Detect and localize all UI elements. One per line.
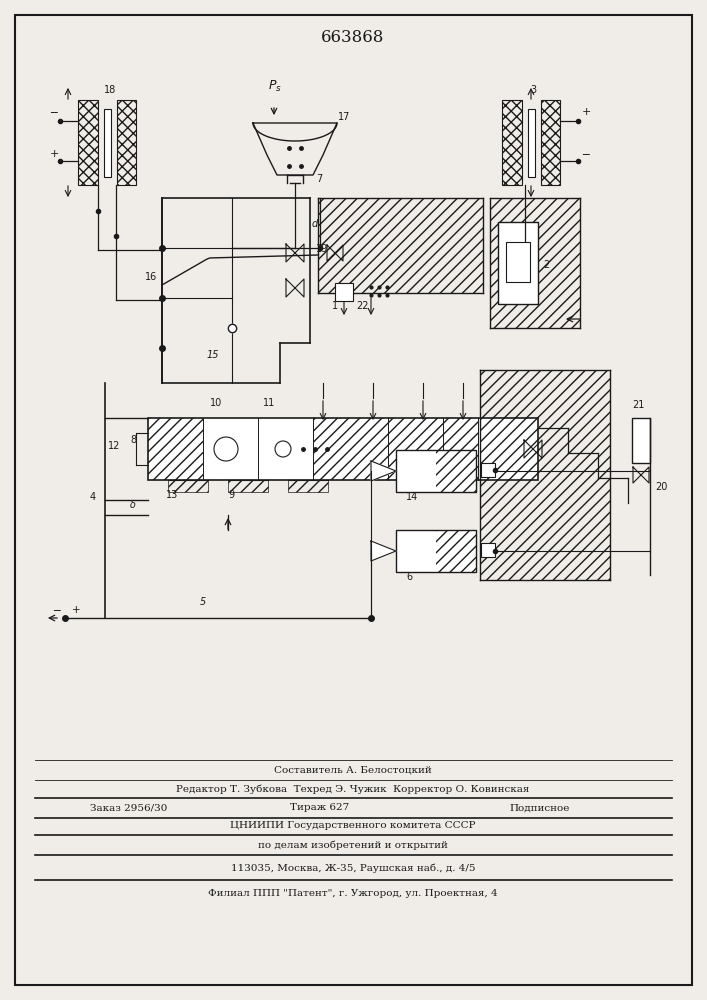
Text: ─: ─ (50, 107, 57, 117)
Text: 20: 20 (655, 482, 667, 492)
Bar (168, 480, 208, 492)
Text: Филиал ППП "Патент", г. Ужгород, ул. Проектная, 4: Филиал ППП "Патент", г. Ужгород, ул. Про… (208, 888, 498, 898)
Text: 16: 16 (145, 272, 157, 282)
Text: Подписное: Подписное (510, 804, 570, 812)
Bar (78, 100, 98, 185)
Bar (335, 283, 353, 301)
Text: 11: 11 (263, 398, 275, 408)
Bar (436, 530, 476, 572)
Text: 17: 17 (338, 112, 351, 122)
Text: 4: 4 (90, 492, 96, 502)
Circle shape (275, 441, 291, 457)
Bar (228, 480, 268, 492)
Text: 22: 22 (356, 301, 368, 311)
Text: Составитель А. Белостоцкий: Составитель А. Белостоцкий (274, 766, 432, 774)
Text: 12: 12 (108, 441, 120, 451)
Text: 13: 13 (166, 490, 178, 500)
Bar (498, 222, 538, 304)
Circle shape (214, 437, 238, 461)
Text: 10: 10 (210, 398, 222, 408)
Text: 1: 1 (332, 301, 338, 311)
Bar (396, 450, 476, 492)
Bar (506, 242, 530, 282)
Bar (528, 108, 535, 176)
Bar (148, 418, 203, 480)
Bar (396, 530, 476, 572)
Text: 2: 2 (543, 260, 549, 270)
Text: $P_s$: $P_s$ (268, 79, 282, 94)
Bar (313, 418, 388, 480)
Bar (541, 100, 560, 185)
Bar (481, 463, 495, 477)
Text: 3: 3 (530, 85, 536, 95)
Text: 7: 7 (316, 174, 322, 184)
Bar (443, 418, 478, 480)
Text: δ: δ (130, 500, 136, 510)
Text: 18: 18 (104, 85, 116, 95)
Text: 663868: 663868 (321, 29, 385, 46)
Text: 8: 8 (130, 435, 136, 445)
Bar (104, 108, 111, 176)
Bar (481, 543, 495, 557)
Text: Тираж 627: Тираж 627 (291, 804, 350, 812)
Text: ─: ─ (53, 605, 60, 615)
Bar (388, 418, 443, 480)
Bar (502, 100, 522, 185)
Bar (117, 100, 136, 185)
Bar (632, 418, 650, 463)
Bar (148, 418, 538, 480)
Text: Заказ 2956/30: Заказ 2956/30 (90, 804, 168, 812)
Text: ─: ─ (582, 149, 589, 159)
Bar (318, 198, 483, 293)
Text: +: + (50, 149, 59, 159)
Text: 21: 21 (632, 400, 644, 410)
Text: 9: 9 (228, 490, 234, 500)
Bar (480, 370, 610, 580)
Text: 14: 14 (406, 492, 419, 502)
Text: +: + (582, 107, 591, 117)
Text: 113035, Москва, Ж-35, Раушская наб., д. 4/5: 113035, Москва, Ж-35, Раушская наб., д. … (230, 863, 475, 873)
Text: ЦНИИПИ Государственного комитета СССР: ЦНИИПИ Государственного комитета СССР (230, 820, 476, 830)
Text: Редактор Т. Зубкова  Техред Э. Чужик  Корректор О. Ковинская: Редактор Т. Зубкова Техред Э. Чужик Корр… (176, 784, 530, 794)
Bar (436, 450, 476, 492)
Bar (490, 198, 580, 328)
Text: d: d (312, 219, 318, 229)
Polygon shape (371, 461, 396, 481)
Text: 15: 15 (207, 350, 219, 360)
Text: +: + (72, 605, 81, 615)
Bar (288, 480, 328, 492)
Text: 6: 6 (406, 572, 412, 582)
Text: 19: 19 (316, 244, 328, 254)
Polygon shape (371, 541, 396, 561)
Text: 5: 5 (200, 597, 206, 607)
Text: по делам изобретений и открытий: по делам изобретений и открытий (258, 840, 448, 850)
